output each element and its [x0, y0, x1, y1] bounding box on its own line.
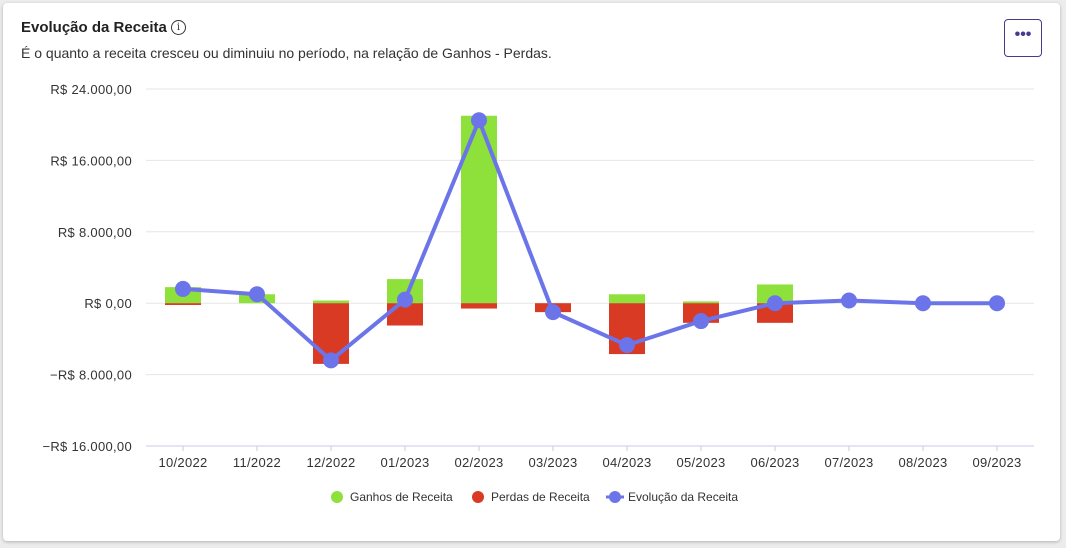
- evolution-point: [619, 337, 635, 354]
- chart-title: Evolução da Receita: [21, 19, 167, 36]
- info-icon[interactable]: i: [171, 20, 186, 35]
- evolution-point: [471, 112, 487, 129]
- evolution-point: [397, 291, 413, 308]
- x-tick-label: 09/2023: [972, 455, 1021, 470]
- loss-bar: [165, 303, 201, 305]
- legend-label: Ganhos de Receita: [350, 490, 453, 504]
- y-tick-label: −R$ 16.000,00: [42, 439, 132, 454]
- x-tick-label: 12/2022: [306, 455, 355, 470]
- y-tick-label: R$ 0,00: [84, 296, 132, 311]
- loss-bar: [757, 303, 793, 323]
- legend-label: Perdas de Receita: [491, 490, 590, 504]
- x-axis: 10/2022 11/2022 12/2022 01/2023 02/2023 03/20…: [158, 446, 1021, 470]
- evolution-point: [767, 295, 783, 312]
- x-tick-label: 10/2022: [158, 455, 207, 470]
- evolution-point: [323, 352, 339, 369]
- evolution-point: [249, 286, 265, 303]
- legend-marker: [609, 491, 621, 503]
- x-tick-label: 04/2023: [602, 455, 651, 470]
- gain-bar: [609, 294, 645, 304]
- evolution-point: [989, 295, 1005, 312]
- y-tick-label: R$ 16.000,00: [50, 153, 132, 168]
- x-tick-label: 05/2023: [676, 455, 725, 470]
- y-tick-label: −R$ 8.000,00: [50, 368, 132, 383]
- evolution-series-line: [182, 118, 997, 363]
- legend-label: Evolução da Receita: [628, 490, 738, 504]
- more-options-button[interactable]: •••: [1004, 19, 1042, 57]
- legend: Ganhos de Receita Perdas de Receita Evoluç…: [331, 490, 738, 504]
- loss-bar: [461, 303, 497, 309]
- x-tick-label: 08/2023: [898, 455, 947, 470]
- evolution-line: [175, 112, 1005, 369]
- grid-lines: [146, 88, 1034, 447]
- y-tick-label: R$ 24.000,00: [50, 82, 132, 97]
- x-tick-label: 07/2023: [824, 455, 873, 470]
- evolution-point: [915, 295, 931, 312]
- x-tick-label: 02/2023: [454, 455, 503, 470]
- gain-bar: [757, 284, 793, 304]
- x-tick-label: 03/2023: [528, 455, 577, 470]
- gain-bar: [683, 301, 719, 304]
- evolution-point: [175, 280, 191, 297]
- y-tick-label: R$ 8.000,00: [58, 225, 132, 240]
- legend-marker: [331, 491, 343, 503]
- evolution-point: [545, 304, 561, 321]
- evolution-point: [693, 313, 709, 330]
- gain-bar: [461, 115, 497, 304]
- chart-subtitle: É o quanto a receita cresceu ou diminuiu…: [21, 45, 552, 61]
- chart-card: Evolução da Receita i É o quanto a recei…: [3, 3, 1060, 541]
- x-tick-label: 06/2023: [750, 455, 799, 470]
- legend-marker: [472, 491, 484, 503]
- x-tick-label: 01/2023: [380, 455, 429, 470]
- y-axis: R$ 24.000,00 R$ 16.000,00 R$ 8.000,00 R$ 0,…: [42, 82, 132, 454]
- x-tick-label: 11/2022: [233, 455, 281, 470]
- evolution-point: [841, 292, 857, 309]
- gain-bar: [313, 300, 349, 304]
